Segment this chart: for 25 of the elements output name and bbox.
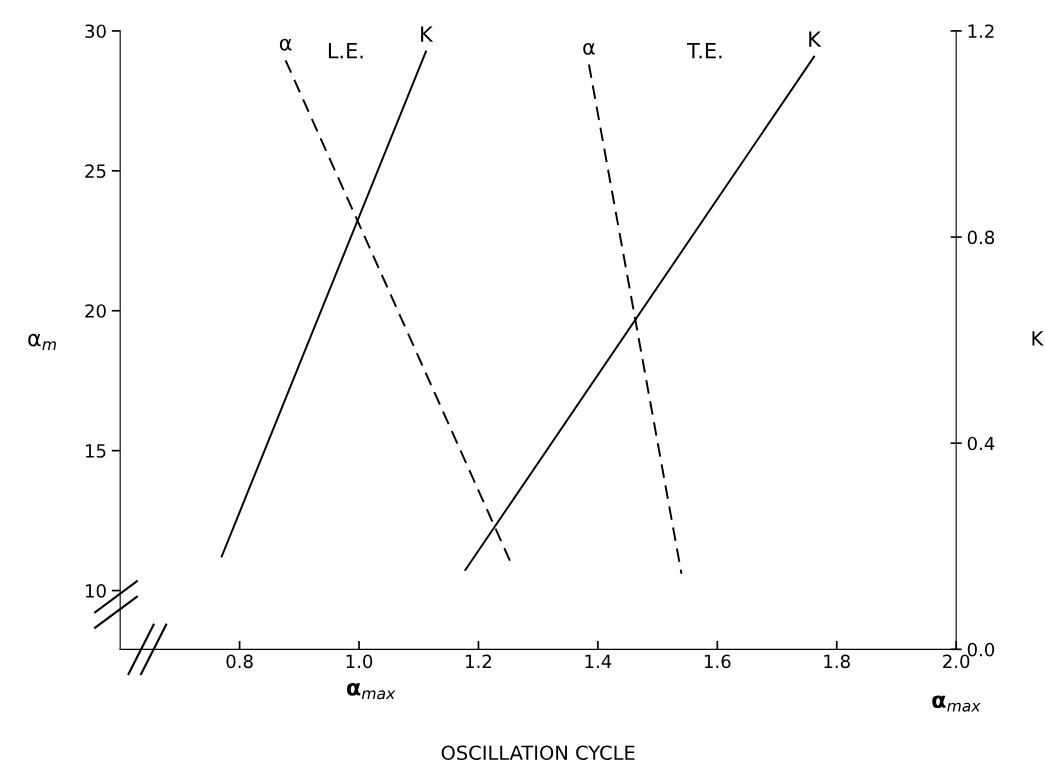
y2-axis-title: K — [1032, 331, 1044, 346]
text: α$_{max}$ — [932, 695, 981, 712]
y-tick-label: 25 — [85, 164, 106, 178]
annotation: L.E. — [328, 43, 363, 59]
annotation: T.E. — [686, 43, 722, 59]
y2-tick-label: 0.4 — [967, 436, 995, 451]
series-label: α — [279, 38, 292, 51]
y-axis-title: α$_{m}$ — [28, 333, 56, 350]
x-tick-label: 1.6 — [704, 654, 731, 669]
text: α$_{max}$ — [346, 683, 396, 700]
x-tick-label: 1.8 — [824, 654, 850, 669]
series-label: K — [421, 26, 434, 42]
y2-tick-label: 0.8 — [967, 230, 995, 245]
text: OSCILLATION CYCLE — [441, 745, 635, 761]
x-tick-label: 1.2 — [466, 654, 492, 668]
y-tick-label: 10 — [85, 584, 106, 598]
series-label: K — [809, 31, 822, 47]
x-tick-label: 1.4 — [585, 654, 612, 668]
y-tick-label: 20 — [85, 304, 106, 318]
y-tick-label: 30 — [85, 24, 106, 39]
y-tick-label: 15 — [85, 444, 106, 458]
x-tick-label: 1.0 — [346, 654, 373, 669]
y2-tick-label: 1.2 — [968, 24, 994, 38]
series-label: α — [583, 42, 595, 55]
x-tick-label: 0.8 — [226, 654, 253, 669]
